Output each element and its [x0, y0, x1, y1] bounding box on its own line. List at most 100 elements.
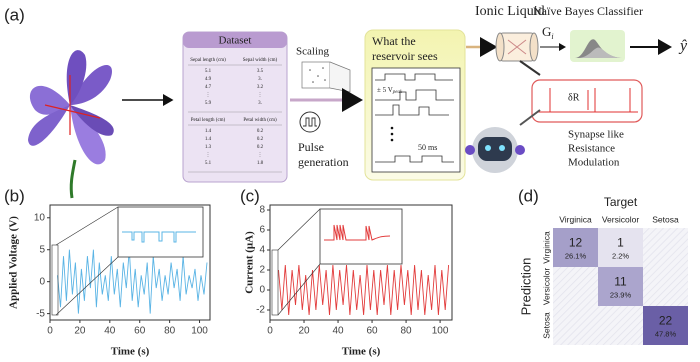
empty-cell [553, 267, 598, 306]
y-axis-label: Current (μA) [244, 231, 256, 294]
cell [553, 228, 598, 267]
table-cell: 5.9 [205, 101, 212, 106]
y-tick-label: 8 [259, 205, 265, 216]
cell-value: 22 [659, 314, 673, 328]
classifier-icon [570, 30, 625, 62]
table-cell: 3.2 [257, 85, 264, 90]
conductance-sub: i [551, 32, 553, 41]
y-tick-label: 2 [259, 265, 265, 276]
table-cell: 3.5 [257, 69, 264, 74]
y-tick-label: 0 [39, 276, 45, 287]
table-header: Petal width (cm) [243, 118, 277, 123]
x-tick-label: 20 [298, 326, 310, 337]
table-header: Petal length (cm) [191, 118, 226, 123]
x-tick-label: 60 [134, 326, 146, 337]
panel-label: (d) [518, 186, 539, 205]
conductance: Gi [542, 24, 554, 41]
x-tick-label: 40 [104, 326, 116, 337]
y-axis-label: Prediction [518, 258, 533, 316]
label: Synapse like [568, 129, 624, 141]
cell-percentage: 2.2% [612, 251, 629, 260]
y-tick-label: 4 [259, 245, 265, 256]
column-label: Virginica [559, 214, 592, 224]
amplitude: ± 5 Vpeak [377, 86, 403, 96]
x-tick-label: 100 [191, 326, 208, 337]
cell-percentage: 26.1% [565, 251, 587, 260]
cell [643, 306, 688, 345]
panel-label: (a) [4, 5, 25, 24]
table-cell: 5.1 [205, 161, 212, 166]
table-cell: 0.2 [257, 145, 264, 150]
empty-cell [643, 228, 688, 267]
x-tick-label: 40 [332, 326, 344, 337]
label: What the [372, 34, 416, 48]
table-cell: 1.4 [205, 129, 212, 134]
column-label: Versicolor [602, 214, 639, 224]
x-tick-label: 20 [74, 326, 86, 337]
empty-cell [553, 306, 598, 345]
label: Naïve Bayes Classifier [533, 4, 643, 18]
table-header: Sepal length (cm) [190, 58, 226, 63]
x-axis-label: Time (s) [111, 346, 150, 358]
panel-label: (b) [4, 186, 25, 205]
chart-title: Target [604, 195, 638, 209]
label: Resistance [568, 143, 615, 155]
table-header: Sepal width (cm) [243, 58, 278, 63]
label: Modulation [568, 157, 620, 169]
cell-value: 11 [614, 275, 627, 289]
table-cell: 1.3 [205, 145, 212, 150]
x-tick-label: 60 [366, 326, 378, 337]
table-cell: 4.7 [205, 85, 212, 90]
x-tick-label: 80 [401, 326, 413, 337]
empty-cell [643, 267, 688, 306]
table-cell: 1.8 [257, 161, 264, 166]
signal-line [278, 264, 450, 316]
y-tick-label: -5 [36, 308, 45, 319]
label: Ionic Liquid [475, 4, 545, 19]
output: ŷ [678, 38, 688, 55]
row-label: Virginica [541, 231, 551, 264]
signal-line [57, 249, 208, 314]
x-tick-label: 0 [47, 326, 53, 337]
amplitude-text: ± 5 V [377, 86, 393, 94]
y-tick-label: 0 [259, 285, 265, 296]
inset [51, 206, 204, 316]
table-cell: 0.2 [257, 129, 264, 134]
plot-frame [269, 204, 453, 321]
delta-r: δR [568, 92, 580, 103]
y-axis-label: Applied Voltage (V) [8, 216, 20, 309]
table-cell: 0.2 [257, 137, 264, 142]
dataset-title: Dataset [219, 35, 252, 47]
scaling-icon [301, 61, 351, 93]
conductance-text: G [542, 24, 551, 39]
label: reservoir sees [372, 49, 438, 63]
y-tick-label: -2 [256, 305, 265, 316]
y-tick-label: 10 [34, 212, 46, 223]
cell-percentage: 23.9% [610, 290, 632, 299]
pulse-icon [299, 111, 321, 133]
device [495, 32, 541, 76]
column-label: Setosa [652, 214, 679, 224]
dataset-card: Dataset Sepal length (cm) Sepal width (cm… [182, 31, 288, 183]
row-label: Setosa [541, 312, 551, 339]
row-label: Versicolor [541, 268, 551, 305]
table-cell: 3. [258, 77, 262, 82]
label: generation [298, 155, 349, 169]
table-cell: 1.4 [205, 137, 212, 142]
table-cell: 5.1 [205, 69, 212, 74]
table-cell: ⋮ [206, 92, 211, 98]
x-tick-label: 100 [432, 326, 449, 337]
reservoir-card: What the reservoir sees ± 5 Vpeak 50 ms [364, 29, 466, 181]
robot [465, 109, 541, 173]
cell [598, 228, 643, 267]
cell-value: 12 [569, 236, 583, 250]
cell-value: 1 [617, 236, 624, 250]
table-cell: 3. [258, 101, 262, 106]
spike-card: δR [531, 79, 643, 123]
x-tick-label: 80 [164, 326, 176, 337]
plot-frame [49, 204, 211, 321]
x-axis-label: Time (s) [342, 346, 381, 358]
label: Scaling [296, 46, 329, 58]
y-tick-label: 5 [39, 244, 45, 255]
